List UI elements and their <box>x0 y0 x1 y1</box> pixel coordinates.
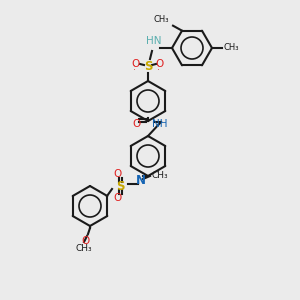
Text: CH₃: CH₃ <box>152 170 169 179</box>
Text: O: O <box>114 193 122 203</box>
Text: O: O <box>133 119 141 129</box>
Text: O: O <box>81 236 89 246</box>
Text: S: S <box>116 179 124 193</box>
Text: S: S <box>144 59 152 73</box>
Text: :: : <box>133 62 135 71</box>
Text: CH₃: CH₃ <box>76 244 92 253</box>
Text: O: O <box>132 59 140 69</box>
Text: NH: NH <box>152 119 167 129</box>
Text: :: : <box>157 62 159 71</box>
Text: CH₃: CH₃ <box>223 44 239 52</box>
Text: N: N <box>136 175 146 188</box>
Text: HN: HN <box>146 36 162 46</box>
Text: CH₃: CH₃ <box>154 15 169 24</box>
Text: O: O <box>114 169 122 179</box>
Text: O: O <box>156 59 164 69</box>
